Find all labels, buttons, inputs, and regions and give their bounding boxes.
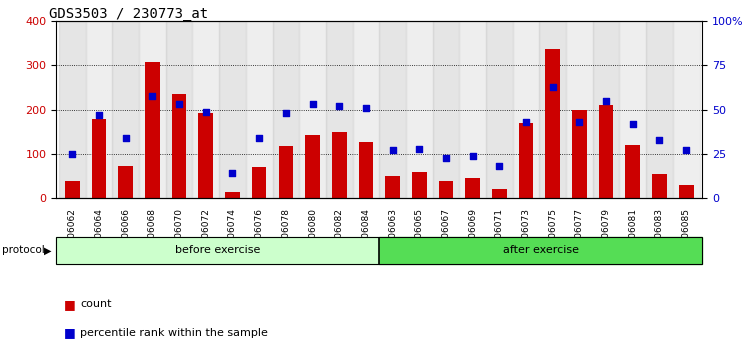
Point bbox=[360, 105, 372, 111]
Bar bbox=[219, 21, 246, 198]
Point bbox=[440, 155, 452, 160]
Bar bbox=[492, 189, 507, 198]
Point bbox=[253, 135, 265, 141]
Bar bbox=[385, 176, 400, 198]
Bar bbox=[673, 21, 699, 198]
Point bbox=[653, 137, 665, 143]
Bar bbox=[166, 21, 192, 198]
Point bbox=[333, 103, 345, 109]
Bar bbox=[332, 132, 346, 198]
Bar bbox=[433, 21, 460, 198]
Point bbox=[466, 153, 478, 159]
Point bbox=[600, 98, 612, 104]
Point bbox=[493, 164, 505, 169]
Bar bbox=[119, 166, 133, 198]
Bar bbox=[305, 135, 320, 198]
Bar bbox=[513, 21, 539, 198]
Bar bbox=[113, 21, 139, 198]
Bar bbox=[593, 21, 620, 198]
Bar bbox=[252, 167, 267, 198]
Bar bbox=[86, 21, 113, 198]
Bar bbox=[519, 123, 533, 198]
Point bbox=[306, 102, 318, 107]
Bar bbox=[539, 21, 566, 198]
Text: GDS3503 / 230773_at: GDS3503 / 230773_at bbox=[49, 7, 208, 21]
Bar bbox=[566, 21, 593, 198]
Bar bbox=[145, 62, 160, 198]
Point bbox=[574, 119, 586, 125]
Bar bbox=[92, 119, 107, 198]
Bar bbox=[279, 145, 293, 198]
Bar bbox=[59, 21, 86, 198]
Bar bbox=[172, 94, 186, 198]
Point bbox=[173, 102, 185, 107]
Bar bbox=[652, 174, 667, 198]
Point bbox=[387, 148, 399, 153]
Bar bbox=[192, 21, 219, 198]
Point bbox=[627, 121, 639, 127]
Bar bbox=[299, 21, 326, 198]
Bar bbox=[572, 110, 587, 198]
Bar bbox=[379, 21, 406, 198]
Bar bbox=[679, 185, 693, 198]
Bar bbox=[486, 21, 513, 198]
Text: before exercise: before exercise bbox=[175, 245, 261, 256]
Bar bbox=[620, 21, 646, 198]
Point bbox=[119, 135, 131, 141]
Point bbox=[66, 151, 78, 157]
Bar bbox=[358, 142, 373, 198]
Bar bbox=[460, 21, 486, 198]
Point bbox=[200, 109, 212, 114]
Bar bbox=[326, 21, 352, 198]
Point bbox=[547, 84, 559, 90]
Bar bbox=[406, 21, 433, 198]
Point bbox=[413, 146, 425, 152]
Point bbox=[280, 110, 292, 116]
Text: ■: ■ bbox=[64, 298, 76, 311]
Bar bbox=[626, 145, 640, 198]
Bar bbox=[352, 21, 379, 198]
Bar bbox=[545, 49, 560, 198]
Text: after exercise: after exercise bbox=[502, 245, 579, 256]
Text: ▶: ▶ bbox=[44, 245, 51, 256]
Bar bbox=[225, 192, 240, 198]
Text: percentile rank within the sample: percentile rank within the sample bbox=[80, 328, 268, 338]
Bar bbox=[198, 113, 213, 198]
Bar bbox=[246, 21, 273, 198]
Point bbox=[520, 119, 532, 125]
Text: protocol: protocol bbox=[2, 245, 44, 256]
Point bbox=[146, 93, 158, 98]
Bar bbox=[412, 172, 427, 198]
Bar bbox=[379, 237, 702, 264]
Bar bbox=[139, 21, 166, 198]
Bar bbox=[439, 181, 454, 198]
Text: ■: ■ bbox=[64, 326, 76, 339]
Bar bbox=[273, 21, 299, 198]
Bar bbox=[56, 237, 379, 264]
Point bbox=[680, 148, 692, 153]
Bar bbox=[599, 105, 614, 198]
Bar bbox=[65, 181, 80, 198]
Point bbox=[227, 171, 239, 176]
Bar bbox=[646, 21, 673, 198]
Text: count: count bbox=[80, 299, 112, 309]
Bar bbox=[466, 178, 480, 198]
Point bbox=[93, 112, 105, 118]
